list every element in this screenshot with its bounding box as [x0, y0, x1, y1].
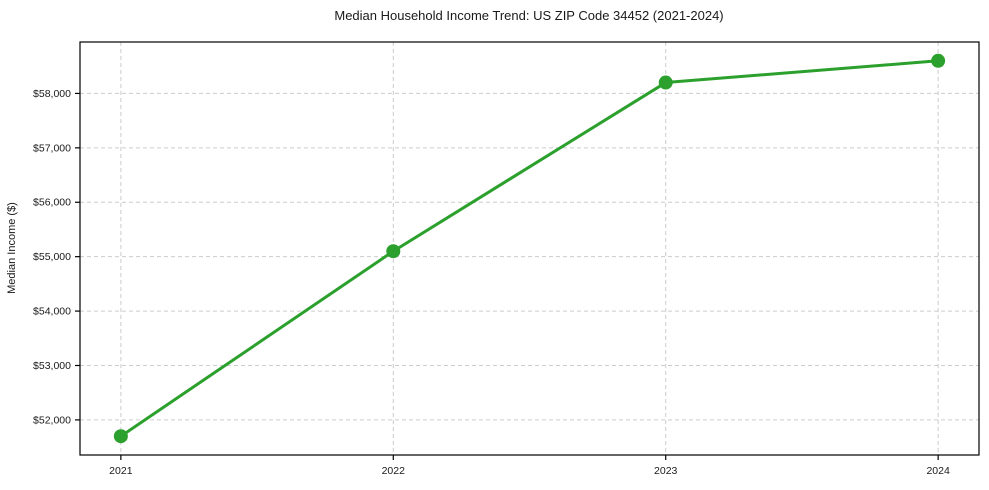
y-tick-label: $55,000 [33, 251, 71, 263]
data-point [931, 53, 946, 68]
income-trend-line [119, 59, 940, 438]
x-tick-label: 2021 [109, 465, 133, 477]
gridlines-layer [80, 42, 979, 455]
chart-title: Median Household Income Trend: US ZIP Co… [334, 8, 723, 23]
y-tick-label: $57,000 [33, 142, 71, 154]
y-tick-label: $58,000 [33, 88, 71, 100]
y-tick-label: $52,000 [33, 414, 71, 426]
y-tick-label: $56,000 [33, 197, 71, 209]
x-tick-label: 2023 [654, 465, 678, 477]
data-layer [113, 53, 946, 444]
plot-border [79, 41, 980, 456]
data-point [113, 429, 128, 444]
y-tick-label: $53,000 [33, 360, 71, 372]
x-tick-label: 2024 [926, 465, 950, 477]
axes-layer: $52,000 $53,000 $54,000 $55,000 $56,000 $57,0… [33, 41, 980, 477]
data-point [386, 244, 401, 259]
y-axis-label: Median Income ($) [6, 202, 18, 294]
x-tick-label: 2022 [382, 465, 406, 477]
data-point [658, 75, 673, 90]
y-tick-label: $54,000 [33, 306, 71, 318]
